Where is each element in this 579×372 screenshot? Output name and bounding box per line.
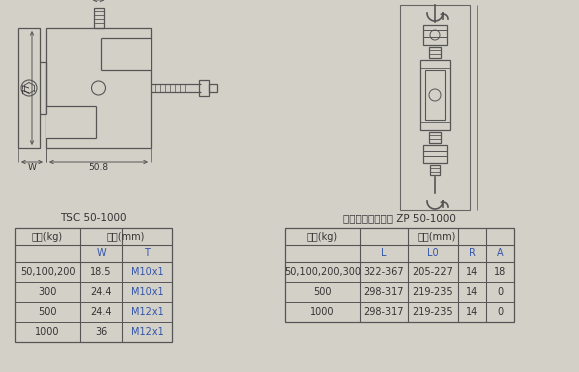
Text: 容量(kg): 容量(kg) xyxy=(32,231,63,241)
Text: 300: 300 xyxy=(38,287,57,297)
Text: 24.4: 24.4 xyxy=(90,287,112,297)
Text: L0: L0 xyxy=(427,248,439,259)
Bar xyxy=(423,145,447,163)
Text: W: W xyxy=(28,164,36,173)
Bar xyxy=(101,38,151,70)
Text: 298-317: 298-317 xyxy=(364,307,404,317)
Text: W: W xyxy=(96,248,106,259)
Text: 14: 14 xyxy=(466,267,478,277)
Bar xyxy=(15,228,172,342)
Bar xyxy=(199,80,209,96)
Text: M10x1: M10x1 xyxy=(131,267,163,277)
Text: 50,100,200: 50,100,200 xyxy=(20,267,75,277)
Text: 18: 18 xyxy=(494,267,506,277)
Text: 36: 36 xyxy=(95,327,107,337)
Bar xyxy=(46,28,151,148)
Text: 205-227: 205-227 xyxy=(413,267,453,277)
Text: 尺寸(mm): 尺寸(mm) xyxy=(418,231,456,241)
Text: 500: 500 xyxy=(313,287,332,297)
Text: 尺寸(mm): 尺寸(mm) xyxy=(107,231,145,241)
Text: 219-235: 219-235 xyxy=(413,287,453,297)
Text: 0: 0 xyxy=(497,287,503,297)
Text: 容量(kg): 容量(kg) xyxy=(307,231,338,241)
Text: 219-235: 219-235 xyxy=(413,307,453,317)
Bar xyxy=(46,106,96,138)
Text: R: R xyxy=(468,248,475,259)
Text: 24.4: 24.4 xyxy=(90,307,112,317)
Text: 322-367: 322-367 xyxy=(364,267,404,277)
Text: A: A xyxy=(497,248,503,259)
Text: 1000: 1000 xyxy=(35,327,60,337)
Bar xyxy=(429,47,441,58)
Text: 77: 77 xyxy=(23,82,31,94)
Bar xyxy=(285,228,514,322)
Bar xyxy=(420,60,450,130)
Bar xyxy=(209,84,217,92)
Text: 关节轴承式连接件 ZP 50-1000: 关节轴承式连接件 ZP 50-1000 xyxy=(343,213,456,223)
Text: M12x1: M12x1 xyxy=(131,307,163,317)
Text: TSC 50-1000: TSC 50-1000 xyxy=(60,213,127,223)
Bar xyxy=(18,28,40,148)
Text: M10x1: M10x1 xyxy=(131,287,163,297)
Text: T: T xyxy=(144,248,150,259)
Bar xyxy=(93,8,104,28)
Bar xyxy=(425,70,445,120)
Text: 50.8: 50.8 xyxy=(89,164,109,173)
Text: 0: 0 xyxy=(497,307,503,317)
Text: 14: 14 xyxy=(466,307,478,317)
Bar xyxy=(429,132,441,143)
Text: 1000: 1000 xyxy=(310,307,335,317)
Bar xyxy=(423,25,447,45)
Text: 500: 500 xyxy=(38,307,57,317)
Text: 298-317: 298-317 xyxy=(364,287,404,297)
Bar xyxy=(430,165,440,175)
Text: L: L xyxy=(381,248,387,259)
Text: 50,100,200,300: 50,100,200,300 xyxy=(284,267,361,277)
Text: M12x1: M12x1 xyxy=(131,327,163,337)
Text: 14: 14 xyxy=(466,287,478,297)
Text: 18.5: 18.5 xyxy=(90,267,112,277)
Bar xyxy=(400,5,470,210)
